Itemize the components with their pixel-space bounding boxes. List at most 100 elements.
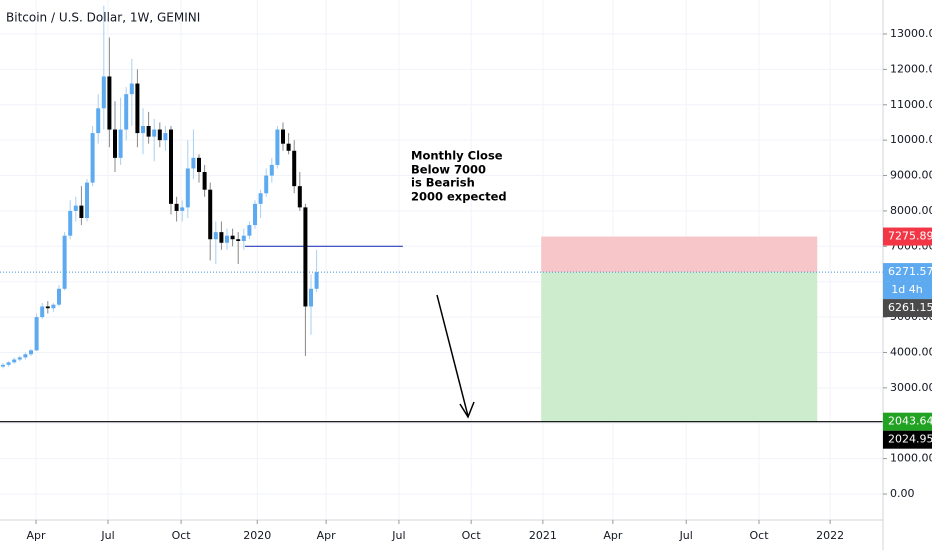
candle-body — [225, 235, 230, 243]
candle-body — [269, 164, 274, 176]
candle-body — [275, 129, 280, 165]
y-tick-label: 1000.00 — [890, 452, 932, 465]
candle-body — [241, 235, 246, 241]
x-tick-label: Apr — [27, 529, 47, 542]
x-tick-label: 2022 — [816, 529, 844, 542]
x-tick-label: 2021 — [529, 529, 557, 542]
x-tick-label: Apr — [603, 529, 623, 542]
candle-body — [197, 157, 202, 173]
price-tag — [883, 299, 932, 318]
candle-body — [101, 76, 106, 109]
candle-body — [163, 133, 168, 141]
candle-body — [146, 126, 151, 137]
y-tick-label: 3000.00 — [890, 381, 932, 394]
candle-body — [85, 182, 90, 218]
candle-body — [236, 239, 241, 241]
candle-body — [17, 357, 22, 360]
candle-body — [96, 108, 101, 134]
axes: 0.001000.002000.003000.004000.005000.006… — [27, 27, 932, 542]
candle-body — [286, 143, 291, 151]
candle-body — [219, 232, 224, 243]
candle-body — [180, 207, 185, 211]
annotation-line: 2000 expected — [411, 190, 507, 204]
x-tick-label: 2020 — [243, 529, 271, 542]
chart-title: Bitcoin / U.S. Dollar, 1W, GEMINI — [6, 11, 200, 25]
candle-body — [141, 126, 146, 134]
candle-body — [23, 354, 28, 358]
price-tag-label: 2043.64 — [888, 415, 932, 428]
candle-body — [40, 306, 45, 318]
candle-body — [34, 317, 39, 351]
candle-body — [297, 186, 302, 208]
price-tag-label: 6261.15 — [888, 301, 932, 314]
candle-body — [107, 76, 112, 130]
candle-body — [129, 83, 134, 95]
candle-body — [314, 272, 319, 289]
price-tag — [883, 430, 932, 449]
candle-body — [264, 175, 269, 194]
arrow — [436, 294, 469, 417]
x-tick-label: Apr — [317, 529, 337, 542]
candle-body — [135, 83, 140, 134]
candle-body — [79, 205, 84, 218]
x-tick-label: Jul — [679, 529, 693, 542]
annotation-line: Monthly Close — [411, 149, 503, 163]
candle-body — [169, 129, 174, 204]
candle-body — [113, 129, 118, 158]
candle-body — [68, 210, 73, 236]
candle-body — [213, 232, 218, 240]
candle-body — [191, 157, 196, 169]
price-tag-label: 7275.89 — [888, 230, 932, 243]
x-tick-label: Jul — [391, 529, 405, 542]
candle-body — [185, 168, 190, 208]
x-tick-label: Oct — [462, 529, 482, 542]
candle-body — [51, 304, 56, 309]
y-tick-label: 13000.00 — [890, 27, 932, 40]
candle-body — [157, 129, 162, 141]
candle-body — [258, 193, 263, 204]
price-tag — [883, 227, 932, 246]
overlay — [0, 236, 883, 423]
candle-body — [281, 129, 286, 144]
target-zone — [541, 272, 818, 422]
candle-body — [208, 189, 213, 240]
candle-body — [230, 235, 235, 240]
y-tick-label: 10000.00 — [890, 133, 932, 146]
annotation-line: is Bearish — [411, 176, 475, 190]
candle-body — [6, 362, 11, 365]
stop-zone — [541, 236, 818, 273]
y-tick-label: 0.00 — [890, 487, 915, 500]
price-tags: 7275.89 6271.57 1d 4h 6261.15 2043.64 2024.95 — [883, 227, 932, 449]
candle-body — [124, 94, 129, 130]
candle-body — [57, 288, 62, 305]
candle-body — [90, 133, 95, 183]
x-tick-label: Jul — [100, 529, 114, 542]
arrow-head — [459, 401, 475, 419]
candle-body — [12, 359, 17, 363]
price-tag — [883, 281, 932, 300]
candle-body — [1, 364, 6, 367]
candle-body — [45, 306, 50, 309]
y-tick-label: 8000.00 — [890, 204, 932, 217]
candle-body — [62, 235, 67, 289]
price-tag — [883, 412, 932, 431]
y-tick-label: 12000.00 — [890, 62, 932, 75]
price-tag-label: 6271.57 — [888, 265, 932, 278]
price-tag — [883, 263, 932, 282]
annotation-line: Below 7000 — [411, 163, 486, 177]
candle-body — [253, 203, 258, 226]
candles — [1, 5, 319, 369]
candle-body — [29, 350, 34, 355]
candle-body — [309, 288, 314, 307]
candle-body — [247, 225, 252, 236]
candle-body — [118, 129, 123, 158]
candle-body — [303, 207, 308, 307]
price-tag-label: 2024.95 — [888, 433, 932, 446]
price-tag-label: 1d 4h — [891, 283, 922, 296]
candle-body — [292, 150, 297, 187]
candle-body — [152, 129, 157, 137]
y-tick-label: 4000.00 — [890, 345, 932, 358]
candle-body — [73, 205, 78, 211]
